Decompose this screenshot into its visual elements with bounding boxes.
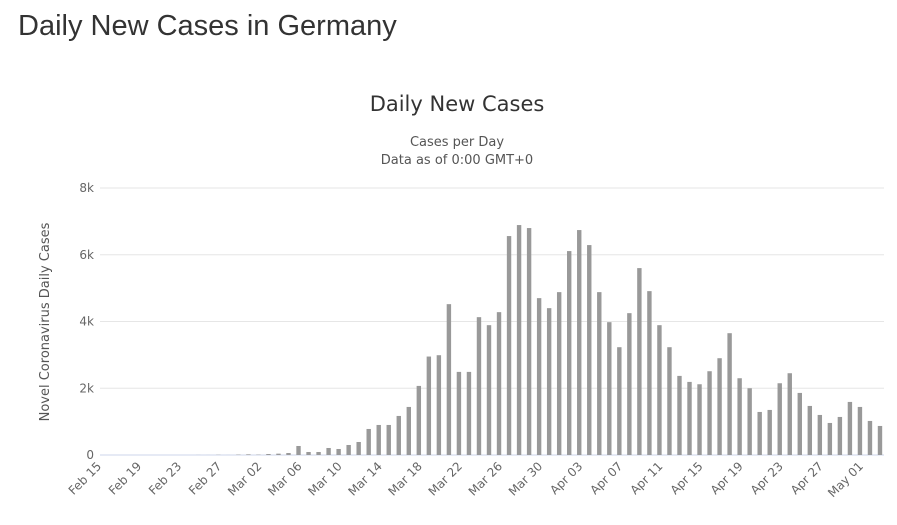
x-tick-label: Mar 30 <box>506 459 545 498</box>
bar-mar-05[interactable] <box>286 452 291 455</box>
y-tick-label: 8k <box>79 181 94 195</box>
x-tick-label: Mar 02 <box>225 459 264 498</box>
bar-apr-30[interactable] <box>847 401 853 455</box>
bar-apr-11[interactable] <box>657 325 662 455</box>
bar-mar-07[interactable] <box>306 451 311 455</box>
bar-mar-22[interactable] <box>456 371 462 455</box>
y-tick-label: 4k <box>79 315 94 329</box>
x-tick-label: Mar 14 <box>345 459 384 498</box>
y-axis-label: Novel Coronavirus Daily Cases <box>38 222 53 421</box>
x-tick-label: Mar 18 <box>386 459 425 498</box>
bar-apr-14[interactable] <box>687 381 692 455</box>
bar-apr-18[interactable] <box>727 333 732 455</box>
bar-mar-03[interactable] <box>266 453 271 455</box>
x-tick-label: Apr 03 <box>547 459 585 497</box>
x-tick-label: Feb 27 <box>186 459 224 497</box>
bar-mar-08[interactable] <box>316 451 321 455</box>
bar-apr-22[interactable] <box>767 409 772 455</box>
x-tick-label: Mar 10 <box>305 459 344 498</box>
bar-apr-10[interactable] <box>647 291 652 455</box>
y-tick-label: 6k <box>79 248 94 262</box>
x-tick-label: Mar 06 <box>265 459 304 498</box>
y-tick-label: 2k <box>79 381 94 395</box>
x-tick-label: Apr 19 <box>708 459 746 497</box>
bar-mar-06[interactable] <box>296 445 301 455</box>
bar-mar-23[interactable] <box>466 371 472 455</box>
bar-mar-31[interactable] <box>546 308 552 455</box>
bar-apr-06[interactable] <box>607 322 612 455</box>
bar-apr-21[interactable] <box>757 411 762 455</box>
bar-apr-27[interactable] <box>817 414 823 455</box>
bar-apr-25[interactable] <box>797 392 802 455</box>
bar-apr-19[interactable] <box>737 378 742 455</box>
bar-mar-25[interactable] <box>486 325 492 455</box>
x-tick-label: May 01 <box>825 459 866 500</box>
x-tick-label: Feb 15 <box>66 459 104 497</box>
bar-may-02[interactable] <box>867 420 873 455</box>
bar-mar-10[interactable] <box>336 448 341 455</box>
bar-apr-08[interactable] <box>627 313 632 455</box>
bar-mar-18[interactable] <box>416 385 422 455</box>
bar-mar-28[interactable] <box>516 225 522 455</box>
bar-mar-09[interactable] <box>326 447 331 455</box>
x-tick-label: Apr 07 <box>587 459 625 497</box>
y-tick-label: 0 <box>86 448 94 462</box>
chart-subtitle-1: Cases per Day <box>410 135 504 150</box>
x-tick-label: Feb 23 <box>146 459 184 497</box>
bar-apr-09[interactable] <box>637 268 642 455</box>
bar-mar-13[interactable] <box>366 428 371 455</box>
bar-may-01[interactable] <box>857 406 863 455</box>
bar-mar-24[interactable] <box>476 317 482 455</box>
bar-mar-15[interactable] <box>386 424 391 455</box>
chart-subtitle-2: Data as of 0:00 GMT+0 <box>381 153 533 168</box>
bar-apr-12[interactable] <box>667 347 672 455</box>
bar-mar-14[interactable] <box>376 424 381 455</box>
bar-mar-17[interactable] <box>406 406 411 455</box>
bar-mar-21[interactable] <box>446 304 452 455</box>
bar-mar-20[interactable] <box>436 355 442 455</box>
bar-mar-12[interactable] <box>356 441 361 455</box>
bar-mar-11[interactable] <box>346 444 351 455</box>
bar-apr-28[interactable] <box>827 422 833 455</box>
bar-apr-17[interactable] <box>717 358 722 455</box>
bar-apr-26[interactable] <box>807 405 813 455</box>
x-tick-label: Apr 15 <box>668 459 706 497</box>
chart-title: Daily New Cases <box>370 92 545 116</box>
bar-apr-05[interactable] <box>597 292 602 455</box>
x-tick-label: Feb 19 <box>106 459 144 497</box>
bar-mar-01[interactable] <box>246 454 251 455</box>
bar-apr-24[interactable] <box>787 373 792 455</box>
bar-mar-04[interactable] <box>276 453 281 455</box>
page-title: Daily New Cases in Germany <box>18 10 397 42</box>
x-tick-label: Mar 22 <box>426 459 465 498</box>
bar-apr-15[interactable] <box>697 384 702 455</box>
bar-apr-02[interactable] <box>567 251 572 455</box>
bar-may-03[interactable] <box>877 425 883 455</box>
bar-mar-30[interactable] <box>536 298 542 455</box>
bar-apr-04[interactable] <box>587 245 592 455</box>
bar-apr-29[interactable] <box>837 416 843 455</box>
bar-apr-01[interactable] <box>556 292 562 455</box>
bar-apr-07[interactable] <box>617 347 622 455</box>
bar-apr-13[interactable] <box>677 375 682 455</box>
bar-mar-29[interactable] <box>526 228 532 455</box>
x-tick-label: Mar 26 <box>466 459 505 498</box>
bar-mar-19[interactable] <box>426 356 432 455</box>
x-tick-label: Apr 11 <box>627 459 665 497</box>
bar-mar-27[interactable] <box>506 236 512 455</box>
x-tick-label: Apr 27 <box>788 459 826 497</box>
bar-mar-16[interactable] <box>396 415 401 455</box>
bar-mar-26[interactable] <box>496 312 502 455</box>
bar-apr-03[interactable] <box>577 230 582 455</box>
bar-apr-20[interactable] <box>747 388 752 455</box>
bar-apr-16[interactable] <box>707 371 712 455</box>
x-tick-label: Apr 23 <box>748 459 786 497</box>
bar-apr-23[interactable] <box>777 383 782 455</box>
